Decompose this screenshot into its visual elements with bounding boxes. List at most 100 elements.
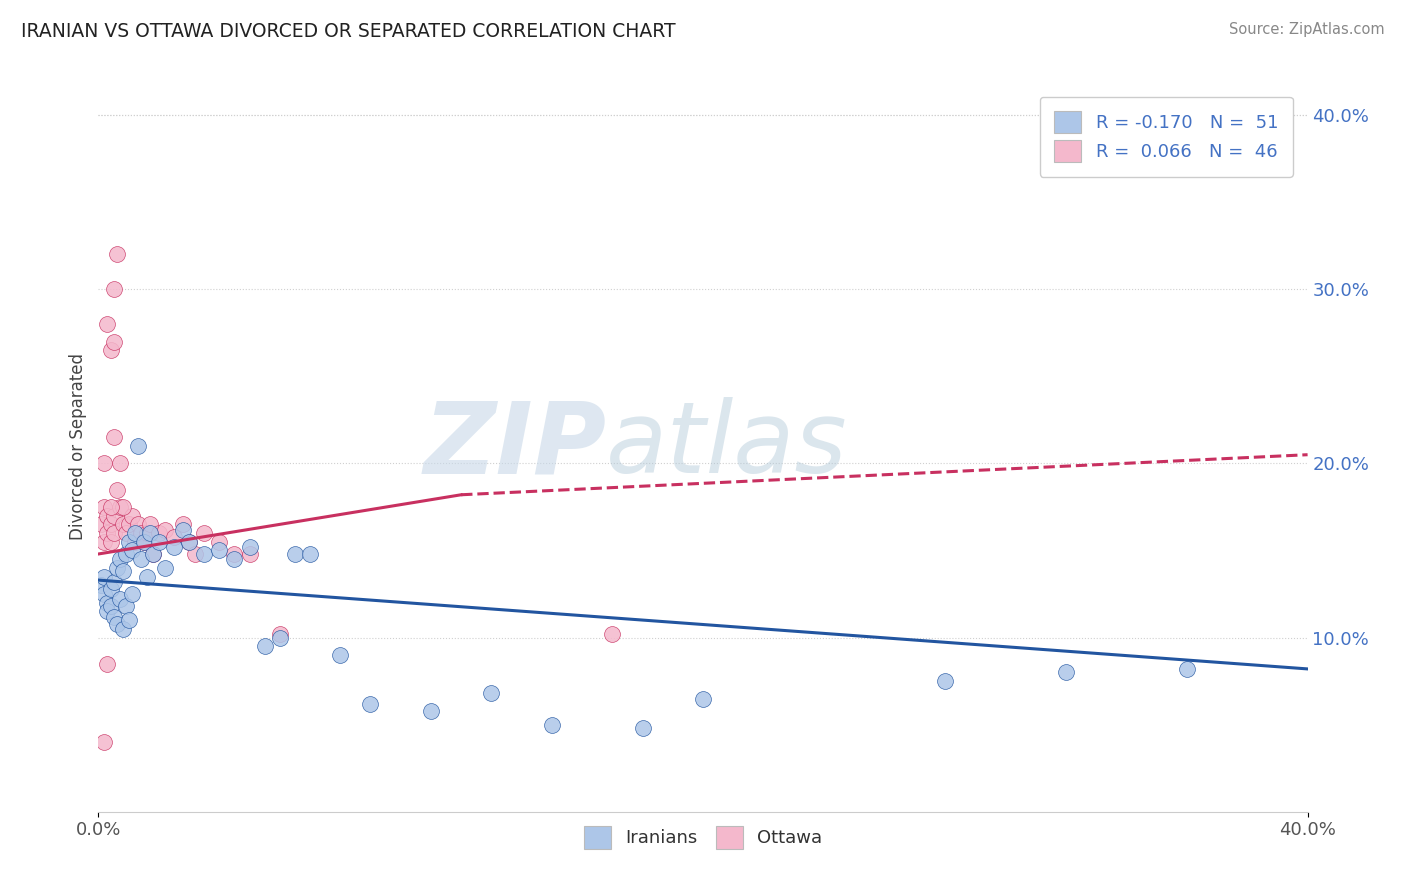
- Text: IRANIAN VS OTTAWA DIVORCED OR SEPARATED CORRELATION CHART: IRANIAN VS OTTAWA DIVORCED OR SEPARATED …: [21, 22, 676, 41]
- Point: [100, 343, 122, 358]
- Point: [253, 640, 276, 654]
- Point: [105, 616, 128, 631]
- Point: [96, 604, 118, 618]
- Point: [114, 547, 136, 561]
- Point: [105, 247, 128, 261]
- Point: [139, 517, 162, 532]
- Point: [132, 534, 155, 549]
- Point: [93, 500, 115, 514]
- Point: [135, 569, 157, 583]
- Point: [114, 599, 136, 614]
- Point: [103, 526, 125, 541]
- Point: [124, 526, 146, 541]
- Point: [96, 526, 118, 541]
- Point: [129, 526, 152, 541]
- Point: [224, 547, 246, 561]
- Point: [148, 534, 170, 549]
- Point: [179, 534, 201, 549]
- Point: [193, 547, 215, 561]
- Point: [111, 622, 134, 636]
- Point: [103, 508, 125, 523]
- Point: [163, 540, 186, 554]
- Point: [108, 592, 131, 607]
- Point: [135, 526, 157, 541]
- Point: [121, 587, 143, 601]
- Text: atlas: atlas: [606, 398, 848, 494]
- Legend: Iranians, Ottawa: Iranians, Ottawa: [575, 817, 831, 857]
- Text: ZIP: ZIP: [423, 398, 606, 494]
- Point: [184, 547, 207, 561]
- Point: [224, 552, 246, 566]
- Point: [96, 508, 118, 523]
- Point: [172, 523, 194, 537]
- Point: [142, 547, 165, 561]
- Point: [269, 631, 291, 645]
- Point: [118, 517, 141, 532]
- Point: [103, 282, 125, 296]
- Y-axis label: Divorced or Separated: Divorced or Separated: [69, 352, 87, 540]
- Point: [329, 648, 352, 662]
- Point: [118, 613, 141, 627]
- Point: [103, 334, 125, 349]
- Point: [118, 534, 141, 549]
- Point: [103, 574, 125, 589]
- Point: [100, 582, 122, 596]
- Point: [93, 587, 115, 601]
- Point: [100, 517, 122, 532]
- Point: [90, 578, 112, 592]
- Point: [692, 691, 714, 706]
- Point: [96, 596, 118, 610]
- Point: [105, 483, 128, 497]
- Point: [934, 674, 956, 689]
- Point: [193, 526, 215, 541]
- Point: [132, 534, 155, 549]
- Point: [111, 517, 134, 532]
- Point: [111, 500, 134, 514]
- Point: [90, 517, 112, 532]
- Point: [631, 721, 654, 735]
- Point: [108, 552, 131, 566]
- Point: [602, 627, 624, 641]
- Point: [93, 457, 115, 471]
- Point: [142, 547, 165, 561]
- Point: [93, 735, 115, 749]
- Point: [108, 500, 131, 514]
- Point: [129, 552, 152, 566]
- Point: [360, 697, 382, 711]
- Point: [121, 543, 143, 558]
- Point: [1054, 665, 1077, 680]
- Point: [153, 523, 176, 537]
- Point: [420, 704, 443, 718]
- Point: [179, 534, 201, 549]
- Point: [269, 627, 291, 641]
- Point: [127, 517, 149, 532]
- Point: [111, 565, 134, 579]
- Point: [139, 526, 162, 541]
- Point: [96, 317, 118, 331]
- Point: [239, 540, 262, 554]
- Point: [93, 569, 115, 583]
- Point: [103, 609, 125, 624]
- Point: [208, 534, 231, 549]
- Point: [100, 534, 122, 549]
- Point: [100, 599, 122, 614]
- Point: [1175, 662, 1198, 676]
- Point: [114, 526, 136, 541]
- Point: [124, 534, 146, 549]
- Point: [127, 439, 149, 453]
- Point: [172, 517, 194, 532]
- Point: [105, 561, 128, 575]
- Point: [108, 457, 131, 471]
- Point: [540, 717, 562, 731]
- Point: [481, 686, 503, 700]
- Point: [239, 547, 262, 561]
- Point: [103, 430, 125, 444]
- Point: [163, 530, 186, 544]
- Point: [121, 508, 143, 523]
- Text: Source: ZipAtlas.com: Source: ZipAtlas.com: [1229, 22, 1385, 37]
- Point: [100, 500, 122, 514]
- Point: [208, 543, 231, 558]
- Point: [153, 561, 176, 575]
- Point: [148, 526, 170, 541]
- Point: [96, 657, 118, 671]
